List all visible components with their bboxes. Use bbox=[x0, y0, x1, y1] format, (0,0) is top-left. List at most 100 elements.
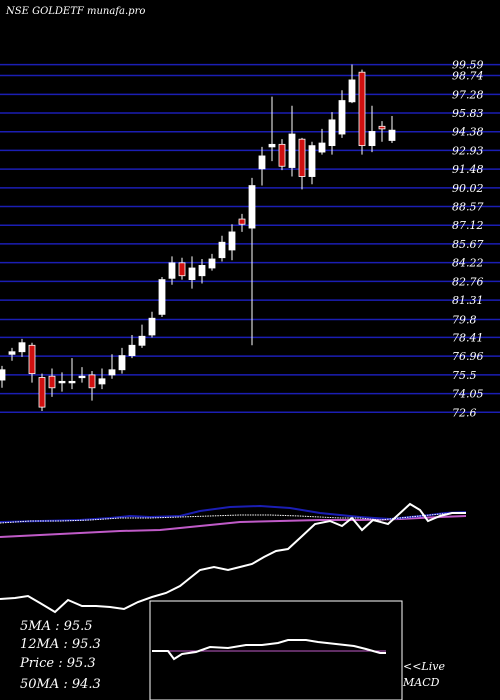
candle bbox=[368, 105, 376, 153]
y-tick-label: 87.12 bbox=[452, 219, 484, 232]
candle bbox=[68, 358, 76, 390]
y-tick-label: 97.28 bbox=[452, 88, 484, 101]
candle-body-up bbox=[18, 342, 26, 353]
candle-body-up bbox=[338, 100, 346, 135]
candle bbox=[248, 177, 256, 346]
candle bbox=[218, 235, 226, 262]
candle-body-up bbox=[328, 119, 336, 147]
candle bbox=[208, 253, 216, 271]
candle bbox=[288, 105, 296, 177]
candle-body-down bbox=[278, 143, 286, 167]
candle bbox=[338, 90, 346, 138]
candle-body-up bbox=[68, 380, 76, 384]
stat-50ma: 50MA : 94.3 bbox=[20, 677, 101, 692]
candle-body-up bbox=[168, 262, 176, 279]
y-tick-label: 94.38 bbox=[452, 126, 484, 139]
candle bbox=[78, 367, 86, 383]
y-tick-label: 72.6 bbox=[452, 406, 477, 419]
y-tick-label: 85.67 bbox=[452, 238, 484, 251]
y-tick-label: 75.5 bbox=[452, 369, 477, 382]
candle-body-down bbox=[178, 262, 186, 277]
candle-body-down bbox=[28, 344, 36, 375]
y-tick-label: 95.83 bbox=[452, 107, 484, 120]
live-macd-label-line1[interactable]: <<Live bbox=[403, 660, 445, 673]
candle bbox=[178, 257, 186, 280]
y-tick-label: 91.48 bbox=[452, 163, 484, 176]
candle-body-up bbox=[388, 129, 396, 141]
candle bbox=[388, 116, 396, 144]
candle-body-down bbox=[88, 374, 96, 389]
candle-body-up bbox=[248, 185, 256, 229]
candle bbox=[348, 64, 356, 104]
candle-body-up bbox=[118, 355, 126, 371]
stat-price: Price : 95.3 bbox=[19, 656, 96, 671]
candle-body-up bbox=[58, 380, 66, 384]
macd-line bbox=[152, 639, 386, 661]
candle-body-up bbox=[268, 143, 276, 148]
candle bbox=[278, 139, 286, 171]
candle bbox=[118, 347, 126, 374]
candle bbox=[8, 347, 16, 361]
candle bbox=[28, 342, 36, 383]
y-tick-label: 90.02 bbox=[452, 182, 484, 195]
candle bbox=[228, 224, 236, 261]
candle bbox=[268, 96, 276, 162]
candle bbox=[328, 112, 336, 155]
chart-title: NSE GOLDETF munafa.pro bbox=[5, 6, 145, 17]
candle-body-down bbox=[358, 71, 366, 147]
candle-body-up bbox=[138, 335, 146, 346]
candle-body-up bbox=[0, 369, 6, 381]
candle-body-down bbox=[298, 138, 306, 177]
y-tick-label: 99.59 bbox=[452, 59, 484, 72]
candle-body-up bbox=[198, 265, 206, 277]
grid-lines bbox=[0, 63, 500, 414]
y-tick-label: 76.96 bbox=[452, 350, 484, 363]
candle bbox=[108, 354, 116, 379]
candle-body-up bbox=[78, 375, 86, 379]
candle-body-down bbox=[238, 218, 246, 225]
candle-body-up bbox=[108, 369, 116, 376]
candle-body-up bbox=[258, 155, 266, 170]
candle bbox=[148, 311, 156, 338]
price-line bbox=[0, 502, 466, 614]
candle bbox=[318, 128, 326, 155]
y-tick-label: 79.8 bbox=[452, 314, 477, 327]
candle bbox=[258, 146, 266, 186]
candle-body-up bbox=[228, 231, 236, 251]
y-tick-label: 84.22 bbox=[452, 257, 484, 270]
y-tick-label: 78.41 bbox=[452, 331, 484, 344]
candle bbox=[98, 368, 106, 390]
candle bbox=[358, 69, 366, 155]
candle-body-up bbox=[208, 258, 216, 269]
candle-body-up bbox=[128, 344, 136, 356]
moving-average-panel bbox=[0, 502, 467, 614]
candle-body-up bbox=[8, 351, 16, 355]
candle bbox=[48, 368, 56, 397]
candle bbox=[188, 256, 196, 289]
y-tick-label: 82.76 bbox=[452, 275, 484, 288]
candles bbox=[0, 64, 396, 411]
candle bbox=[18, 338, 26, 357]
candle bbox=[38, 373, 46, 411]
candle bbox=[88, 371, 96, 401]
candle bbox=[308, 141, 316, 185]
y-tick-label: 92.93 bbox=[452, 144, 484, 157]
candle-body-down bbox=[38, 377, 46, 408]
candle-body-up bbox=[188, 267, 196, 280]
candle bbox=[138, 324, 146, 348]
y-tick-label: 98.74 bbox=[452, 70, 484, 83]
candle bbox=[168, 256, 176, 285]
candle bbox=[128, 334, 136, 359]
candle bbox=[58, 372, 66, 392]
candle-body-up bbox=[348, 79, 356, 103]
ma-line-short bbox=[0, 512, 467, 524]
candle-body-up bbox=[318, 142, 326, 153]
candle bbox=[378, 121, 386, 142]
candle bbox=[0, 365, 6, 388]
candle-body-up bbox=[158, 279, 166, 315]
live-macd-label-line2[interactable]: MACD bbox=[402, 676, 440, 689]
candle-body-up bbox=[218, 241, 226, 259]
candle-body-up bbox=[148, 317, 156, 336]
